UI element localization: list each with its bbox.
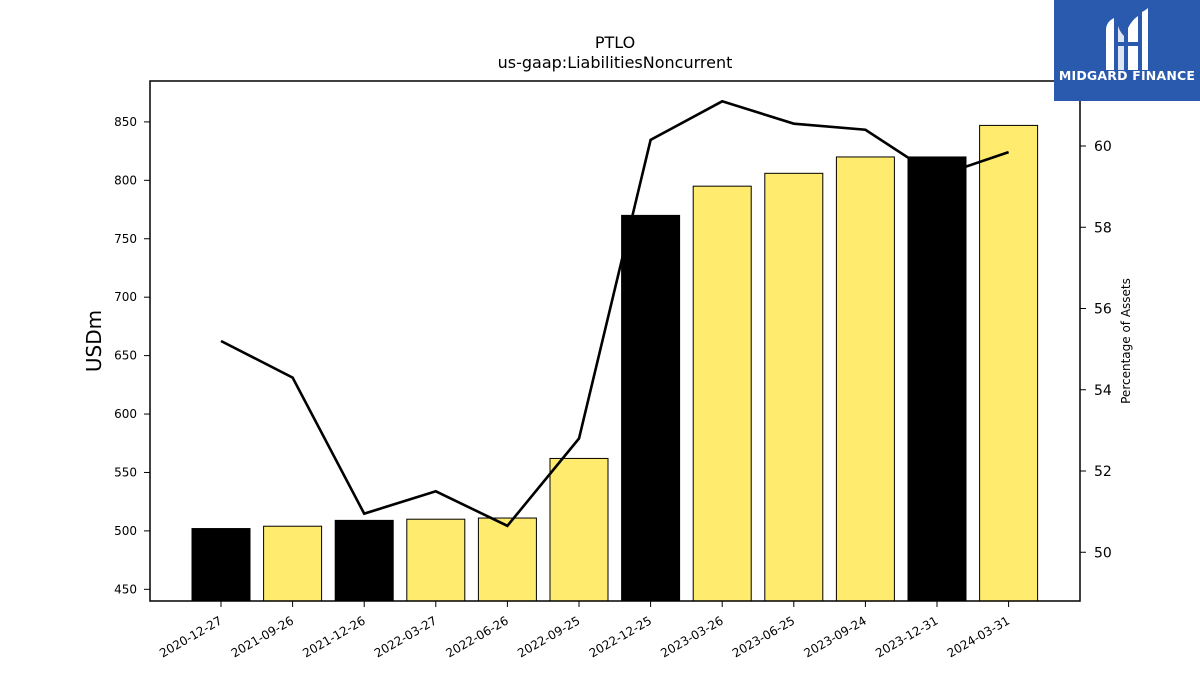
bar-2023-12-31 xyxy=(907,156,967,602)
y-tick-label: 550 xyxy=(114,465,137,479)
y2-tick-label: 54 xyxy=(1094,383,1112,399)
y-tick-label: 750 xyxy=(114,232,137,246)
logo: MIDGARD FINANCE xyxy=(1054,0,1200,101)
y-tick-label: 650 xyxy=(114,349,137,363)
plot-frame xyxy=(149,80,1081,602)
y2-tick-label: 52 xyxy=(1094,464,1112,480)
x-axis: 2020-12-27 2021-09-26 2021-12-26 2022-03-27… xyxy=(157,601,1012,660)
y2-tick-label: 60 xyxy=(1094,139,1112,155)
midgard-m-logo-icon xyxy=(1106,8,1148,70)
chart-subtitle: us-gaap:LiabilitiesNoncurrent xyxy=(498,53,733,72)
bars-group xyxy=(191,124,1039,602)
bar-2023-06-25 xyxy=(764,172,824,602)
y-tick-label: 600 xyxy=(114,407,137,421)
bar-2023-03-26 xyxy=(692,185,752,602)
bar-2022-06-26 xyxy=(477,517,537,602)
x-tick-label: 2023-03-26 xyxy=(658,613,725,660)
y-tick-label: 500 xyxy=(114,524,137,538)
y-tick-label: 700 xyxy=(114,290,137,304)
bar-2022-09-25 xyxy=(549,457,609,602)
bar-2022-12-25 xyxy=(621,214,681,602)
y2-tick-label: 58 xyxy=(1094,220,1112,236)
y-axis-label: USDm xyxy=(82,310,106,372)
y-axis: 450 500 550 600 650 700 750 800 850 xyxy=(114,115,150,596)
y2-axis-label: Percentage of Assets xyxy=(1119,278,1133,404)
x-tick-label: 2022-12-25 xyxy=(587,613,654,660)
x-tick-label: 2023-06-25 xyxy=(730,613,797,660)
y2-tick-label: 50 xyxy=(1094,545,1112,561)
bar-2021-09-26 xyxy=(263,525,323,602)
bar-2024-03-31 xyxy=(979,124,1039,602)
bar-2023-09-24 xyxy=(835,156,895,602)
y-tick-label: 800 xyxy=(114,173,137,187)
x-tick-label: 2022-03-27 xyxy=(372,613,439,660)
y-tick-label: 850 xyxy=(114,115,137,129)
bar-2022-03-27 xyxy=(406,518,466,602)
logo-text: MIDGARD FINANCE xyxy=(1058,68,1196,83)
x-tick-label: 2023-09-24 xyxy=(801,613,868,660)
chart-title: PTLO xyxy=(595,33,635,52)
y2-tick-label: 56 xyxy=(1094,302,1112,318)
x-tick-label: 2023-12-31 xyxy=(873,613,940,660)
line-group xyxy=(220,99,1010,528)
x-tick-label: 2022-06-26 xyxy=(443,613,510,660)
y2-axis: 50 52 54 56 58 60 xyxy=(1080,139,1112,561)
x-tick-label: 2020-12-27 xyxy=(157,613,224,660)
series-line-percentage-of-assets xyxy=(220,99,1010,528)
y-tick-label: 450 xyxy=(114,582,137,596)
x-tick-label: 2021-12-26 xyxy=(300,613,367,660)
x-tick-label: 2024-03-31 xyxy=(945,613,1012,660)
bar-2020-12-27 xyxy=(191,528,251,602)
bar-2021-12-26 xyxy=(334,519,394,602)
x-tick-label: 2022-09-25 xyxy=(515,613,582,660)
x-tick-label: 2021-09-26 xyxy=(229,613,296,660)
